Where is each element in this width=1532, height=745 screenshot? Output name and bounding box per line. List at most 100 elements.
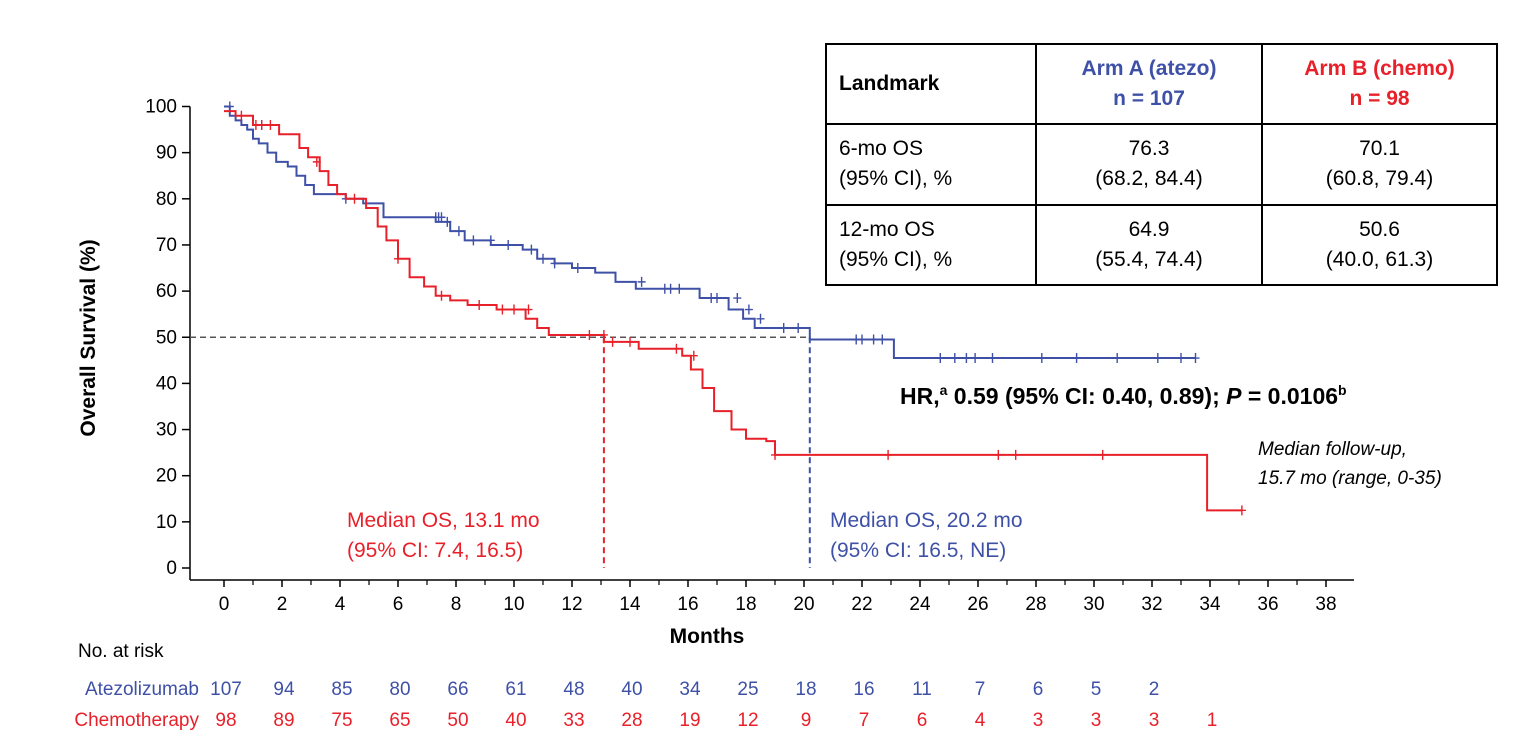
censor-mark [689, 350, 698, 361]
arm-b-value: 70.1 (60.8, 79.4) [1261, 123, 1498, 206]
x-tick-label: 38 [1315, 594, 1336, 615]
censor-mark [524, 304, 533, 315]
censor-mark [312, 156, 321, 167]
risk-value: 80 [389, 679, 411, 700]
x-axis-title: Months [670, 625, 745, 648]
censor-mark [962, 353, 971, 364]
censor-mark [504, 239, 513, 250]
risk-value: 85 [331, 679, 353, 700]
risk-row-label: Atezolizumab [84, 679, 199, 700]
x-tick-label: 34 [1199, 594, 1221, 615]
censor-mark [1177, 353, 1185, 364]
y-tick-label: 20 [156, 466, 177, 487]
censor-mark [498, 304, 507, 315]
x-tick-label: 14 [619, 594, 641, 615]
risk-value: 65 [389, 710, 411, 731]
censor-mark [394, 253, 402, 264]
risk-value: 25 [737, 679, 759, 700]
atezolizumab-curve [224, 105, 1196, 360]
risk-value: 50 [447, 710, 469, 731]
censor-mark [771, 449, 779, 460]
censor-mark [550, 258, 559, 269]
censor-mark [469, 235, 478, 246]
risk-value: 94 [273, 679, 295, 700]
risk-value: 40 [505, 710, 527, 731]
y-tick-label: 70 [156, 235, 177, 256]
median-os-chemo-label: Median OS, 13.1 mo (95% CI: 7.4, 16.5) [347, 509, 540, 562]
arm-b-header: Arm B (chemo) n = 98 [1261, 42, 1498, 126]
arm-a-value: 64.9 (55.4, 74.4) [1035, 203, 1263, 287]
risk-value: 75 [331, 710, 353, 731]
censor-mark [713, 293, 721, 304]
risk-value: 9 [800, 710, 812, 731]
risk-value: 3 [1148, 710, 1160, 731]
censor-mark [443, 216, 452, 227]
x-tick-label: 18 [735, 594, 756, 615]
x-tick-label: 36 [1257, 594, 1278, 615]
median-os-atezo-label: Median OS, 20.2 mo (95% CI: 16.5, NE) [830, 509, 1023, 562]
landmark-header: Landmark [825, 42, 1037, 126]
censor-mark [437, 212, 446, 223]
censor-mark [237, 110, 246, 121]
risk-value: 7 [858, 710, 870, 731]
risk-value: 16 [853, 679, 875, 700]
censor-mark [585, 329, 594, 340]
chart-curves [190, 101, 1246, 568]
y-tick-label: 0 [166, 558, 177, 579]
risk-value: 1 [1206, 710, 1218, 731]
censor-mark [1153, 353, 1162, 364]
y-tick-label: 10 [156, 512, 177, 533]
risk-value: 48 [563, 679, 585, 700]
y-tick-label: 40 [156, 373, 177, 394]
x-tick-label: 0 [219, 594, 230, 615]
censor-mark [626, 336, 634, 347]
x-tick-label: 30 [1083, 594, 1104, 615]
landmark-label: 12-mo OS (95% CI), % [825, 203, 1037, 287]
censor-mark [1098, 449, 1107, 460]
censor-mark [1072, 353, 1081, 364]
censor-mark [858, 334, 866, 345]
risk-value: 7 [974, 679, 986, 700]
censor-mark [539, 253, 547, 264]
censor-mark [1191, 353, 1200, 364]
y-tick-label: 100 [145, 97, 177, 118]
x-tick-label: 10 [503, 594, 524, 615]
risk-value: 107 [210, 679, 242, 700]
censor-mark [744, 304, 753, 315]
risk-value: 2 [1148, 679, 1160, 700]
risk-value: 3 [1090, 710, 1102, 731]
x-tick-label: 12 [561, 594, 582, 615]
censor-mark [573, 263, 582, 274]
x-tick-label: 20 [793, 594, 814, 615]
y-tick-label: 90 [156, 143, 177, 164]
risk-value: 89 [273, 710, 295, 731]
landmark-row-12mo: 12-mo OS (95% CI), % 64.9 (55.4, 74.4) 50.… [825, 203, 1498, 287]
risk-value: 66 [447, 679, 469, 700]
censor-mark [637, 276, 646, 287]
censor-mark [878, 334, 887, 345]
risk-value: 6 [916, 710, 928, 731]
censor-mark [527, 244, 536, 255]
risk-value: 34 [679, 679, 701, 700]
risk-value: 40 [621, 679, 643, 700]
risk-value: 33 [563, 710, 585, 731]
censor-mark [756, 313, 765, 324]
risk-value: 6 [1032, 679, 1044, 700]
chart-axes: 0 2 4 6 8 10 12 14 16 18 20 22 24 26 28 30 32 34 36 3801020… [145, 97, 1354, 615]
arm-a-value: 76.3 (68.2, 84.4) [1035, 123, 1263, 206]
risk-value: 12 [737, 710, 759, 731]
arm-b-value: 50.6 (40.0, 61.3) [1261, 203, 1498, 287]
censor-mark [936, 353, 945, 364]
censor-mark [666, 283, 675, 294]
x-tick-label: 26 [967, 594, 988, 615]
censor-mark [599, 329, 608, 340]
risk-value: 5 [1090, 679, 1102, 700]
censor-mark [1113, 353, 1122, 364]
censor-mark [733, 293, 742, 304]
y-axis-title: Overall Survival (%) [77, 239, 100, 436]
risk-value: 19 [679, 710, 701, 731]
x-tick-label: 28 [1025, 594, 1046, 615]
risk-row-label: Chemotherapy [74, 710, 199, 731]
censor-mark [266, 119, 275, 130]
censor-mark [454, 226, 463, 237]
